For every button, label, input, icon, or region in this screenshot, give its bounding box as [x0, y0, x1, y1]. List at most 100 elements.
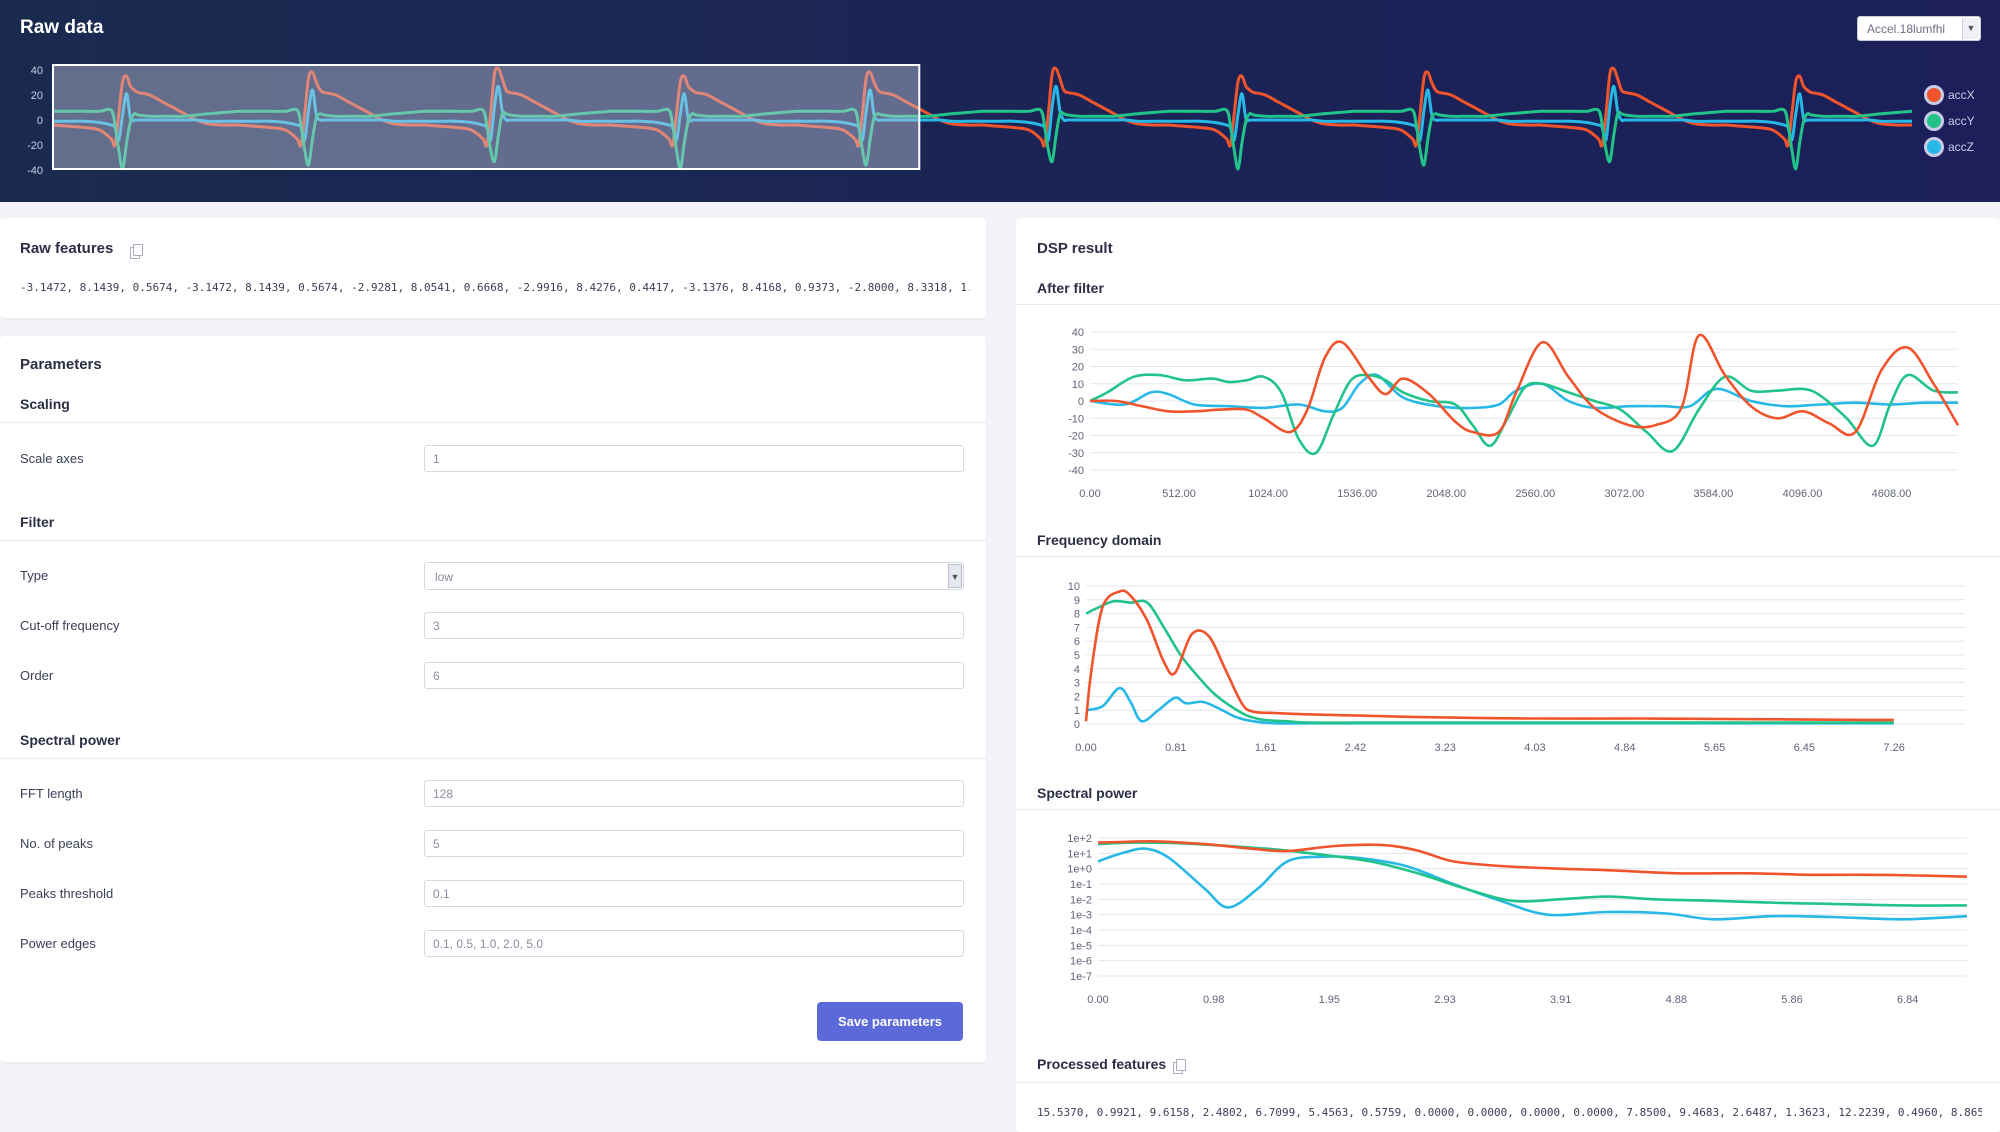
sample-select[interactable]: Accel.18lumfhl ▼	[1857, 16, 1981, 41]
legend-item-accz[interactable]: accZ	[1924, 134, 1975, 160]
y-tick-label: 4	[1074, 664, 1080, 676]
x-tick-label: 0.00	[1087, 994, 1108, 1006]
x-tick-label: 2048.00	[1426, 488, 1466, 500]
series-line-accy	[1089, 373, 1959, 456]
x-tick-label: 2.42	[1345, 742, 1366, 754]
y-tick-label: -40	[1068, 465, 1084, 477]
y-tick-label: 0	[1074, 719, 1080, 731]
scaling-section-title: Scaling	[20, 396, 70, 412]
spectral-power-chart-title: Spectral power	[1037, 785, 1138, 801]
spectral-power-chart[interactable]: 1e+2 1e+1 1e+0 1e-1 1e-2 1e-3 1e-4 1e-5 1e-6 1e-7…	[1030, 826, 1990, 1016]
sample-select-value: Accel.18lumfhl	[1867, 22, 1946, 36]
y-tick-label: -30	[1068, 448, 1084, 460]
y-tick-label: -40	[27, 165, 43, 177]
selection-window[interactable]	[52, 64, 921, 170]
order-label: Order	[20, 668, 54, 683]
x-tick-label: 3.23	[1434, 742, 1455, 754]
x-tick-label: 0.00	[1079, 488, 1100, 500]
after-filter-chart[interactable]: 40 30 20 10 0 -10 -20 -30 -40 0.00 512.00 1024.00 15…	[1030, 320, 1990, 510]
peaks-threshold-input[interactable]	[424, 880, 964, 907]
copy-icon[interactable]	[130, 244, 143, 259]
x-tick-label: 6.45	[1794, 742, 1815, 754]
x-tick-label: 4.84	[1614, 742, 1635, 754]
y-tick-label: -20	[1068, 431, 1084, 443]
y-tick-label: 1e-2	[1070, 894, 1092, 906]
raw-features-panel: Raw features -3.1472, 8.1439, 0.5674, -3…	[0, 218, 986, 318]
x-tick-label: 512.00	[1162, 488, 1196, 500]
x-tick-label: 2.93	[1434, 994, 1455, 1006]
y-tick-label: 1e+2	[1067, 833, 1092, 845]
divider	[1016, 556, 2000, 557]
y-tick-label: 30	[1072, 344, 1084, 356]
y-tick-label: 10	[1068, 581, 1080, 593]
copy-icon[interactable]	[1173, 1059, 1186, 1074]
divider	[1016, 304, 2000, 305]
x-tick-label: 5.65	[1704, 742, 1725, 754]
series-line-accz	[1097, 847, 1968, 921]
y-tick-label: 6	[1074, 636, 1080, 648]
x-tick-label: 4.03	[1524, 742, 1545, 754]
scale-axes-label: Scale axes	[20, 451, 84, 466]
legend-label: accY	[1948, 114, 1975, 128]
x-tick-label: 0.98	[1203, 994, 1224, 1006]
legend-dot-accz-icon	[1924, 137, 1944, 157]
power-edges-input[interactable]	[424, 930, 964, 957]
save-parameters-button[interactable]: Save parameters	[817, 1002, 963, 1041]
legend-item-accy[interactable]: accY	[1924, 108, 1975, 134]
y-tick-label: 20	[31, 90, 43, 102]
raw-features-title: Raw features	[20, 240, 114, 257]
y-tick-label: 1e+0	[1067, 864, 1092, 876]
x-tick-label: 3072.00	[1604, 488, 1644, 500]
y-tick-label: 1e-1	[1070, 879, 1092, 891]
y-tick-label: -10	[1068, 413, 1084, 425]
y-tick-label: 1e-3	[1070, 910, 1092, 922]
cutoff-frequency-label: Cut-off frequency	[20, 618, 120, 633]
y-tick-label: 1e-7	[1070, 971, 1092, 983]
chevron-down-icon[interactable]: ▼	[1962, 18, 1979, 39]
filter-type-select[interactable]: low ▼	[424, 562, 964, 590]
y-tick-label: 2	[1074, 691, 1080, 703]
series-line-accy	[53, 107, 1913, 171]
frequency-domain-title: Frequency domain	[1037, 532, 1162, 548]
y-tick-label: 1e-6	[1070, 956, 1092, 968]
num-peaks-input[interactable]	[424, 830, 964, 857]
order-input[interactable]	[424, 662, 964, 689]
chevron-down-icon[interactable]: ▼	[948, 564, 962, 588]
raw-features-values: -3.1472, 8.1439, 0.5674, -3.1472, 8.1439…	[20, 281, 970, 294]
series-line-accz	[1089, 373, 1959, 414]
raw-data-header: Raw data Accel.18lumfhl ▼ 40 20 0 -20 -40 ac…	[0, 0, 2000, 202]
peaks-threshold-label: Peaks threshold	[20, 886, 114, 901]
y-tick-label: 10	[1072, 379, 1084, 391]
num-peaks-label: No. of peaks	[20, 836, 93, 851]
x-tick-label: 1024.00	[1248, 488, 1288, 500]
y-tick-label: 1	[1074, 705, 1080, 717]
raw-data-chart[interactable]: 40 20 0 -20 -40	[0, 56, 2000, 190]
legend-dot-accy-icon	[1924, 111, 1944, 131]
fft-length-input[interactable]	[424, 780, 964, 807]
x-tick-label: 3.91	[1550, 994, 1571, 1006]
y-tick-label: 1e-5	[1070, 940, 1092, 952]
x-tick-label: 4.88	[1666, 994, 1687, 1006]
legend-dot-accx-icon	[1924, 85, 1944, 105]
parameters-title: Parameters	[20, 356, 102, 373]
x-tick-label: 0.81	[1165, 742, 1186, 754]
legend-item-accx[interactable]: accX	[1924, 82, 1975, 108]
filter-section-title: Filter	[20, 514, 55, 530]
x-tick-label: 5.86	[1781, 994, 1802, 1006]
raw-data-legend: accX accY accZ	[1924, 82, 1975, 160]
legend-label: accX	[1948, 88, 1975, 102]
scale-axes-input[interactable]	[424, 445, 964, 472]
y-tick-label: 5	[1074, 650, 1080, 662]
parameters-panel: Parameters Scaling Scale axes Filter Typ…	[0, 336, 986, 1062]
y-tick-label: 0	[37, 115, 43, 127]
series-line-accx	[1097, 839, 1968, 878]
y-tick-label: 1e+1	[1067, 848, 1092, 860]
cutoff-frequency-input[interactable]	[424, 612, 964, 639]
filter-type-value: low	[435, 570, 454, 584]
y-tick-label: 9	[1074, 595, 1080, 607]
x-tick-label: 6.84	[1897, 994, 1918, 1006]
processed-features-title: Processed features	[1037, 1056, 1167, 1072]
y-tick-label: 7	[1074, 622, 1080, 634]
x-tick-label: 7.26	[1883, 742, 1904, 754]
